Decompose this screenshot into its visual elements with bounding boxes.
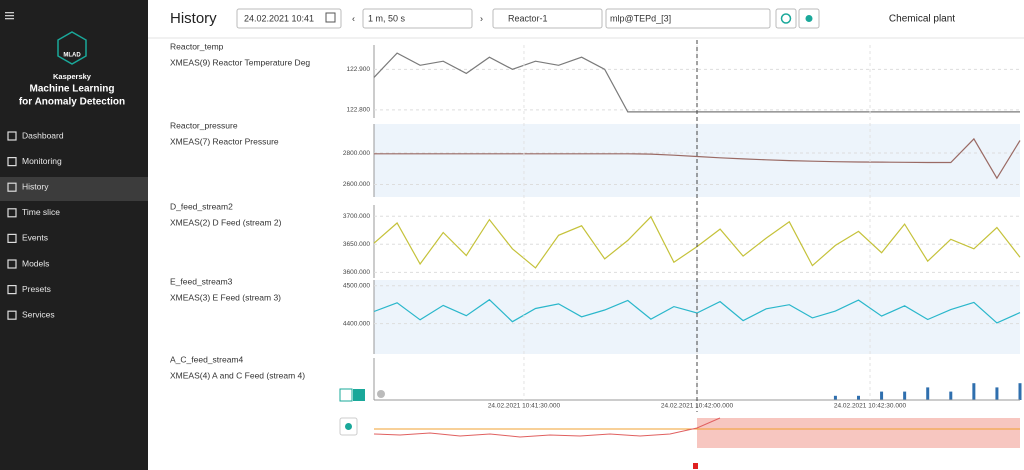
- x-tick-label: 24.02.2021 10:41:30.000: [488, 403, 561, 410]
- refresh-icon: [780, 13, 792, 24]
- page-title: History: [170, 10, 217, 27]
- y-tick-label: 122.800: [347, 107, 371, 114]
- menu-label: Dashboard: [22, 130, 64, 140]
- y-tick-label: 3650.000: [343, 241, 370, 248]
- series-desc: XMEAS(2) D Feed (stream 2): [170, 217, 282, 227]
- menu-label: Services: [22, 309, 55, 319]
- menu-item[interactable]: Time slice: [7, 207, 60, 218]
- menu-icon: [7, 208, 17, 218]
- series-bar: [903, 391, 907, 400]
- list-button[interactable]: [353, 389, 365, 401]
- series-name: D_feed_stream2: [170, 201, 233, 211]
- menu-icon: [7, 233, 17, 243]
- menu-icon: [7, 259, 17, 269]
- logo: [57, 31, 87, 65]
- menu-item[interactable]: Events: [7, 233, 48, 243]
- series-desc: XMEAS(3) E Feed (stream 3): [170, 292, 281, 302]
- menu-icon: [7, 285, 17, 295]
- series-bar: [833, 395, 837, 400]
- charts: Reactor_temp XMEAS(9) Reactor Temperature…: [170, 40, 1022, 412]
- date-value: 24.02.2021 10:41: [244, 13, 314, 23]
- menu-label: Time slice: [22, 207, 60, 217]
- menu-icon: [7, 310, 17, 320]
- series-desc: XMEAS(9) Reactor Temperature Deg: [170, 57, 310, 67]
- y-tick-label: 2800.000: [343, 150, 370, 157]
- pin-button[interactable]: [339, 388, 353, 402]
- period-select[interactable]: [362, 8, 473, 29]
- menu-label: Events: [22, 233, 48, 243]
- settings-icon: [805, 15, 813, 22]
- series-name: Reactor_temp: [170, 41, 224, 51]
- series-bar: [949, 391, 953, 400]
- navigator: [373, 417, 1020, 448]
- nav-anomaly: [697, 418, 1020, 448]
- menu-icon: [7, 182, 17, 192]
- y-tick-label: 2600.000: [343, 181, 370, 188]
- menu-toggle[interactable]: [5, 12, 14, 20]
- model-value: mlp@TEPd_[3]: [610, 13, 671, 23]
- asset-select[interactable]: [492, 8, 603, 29]
- menu-item[interactable]: Models: [7, 258, 49, 269]
- series-name: E_feed_stream3: [170, 276, 233, 286]
- menu-icon: [7, 157, 17, 167]
- menu-label: Presets: [22, 284, 51, 294]
- y-tick-label: 122.900: [347, 66, 371, 73]
- series-name: Reactor_pressure: [170, 120, 238, 130]
- y-tick-label: 4400.000: [343, 320, 370, 327]
- menu-active: [0, 177, 148, 201]
- menu-icon: [7, 131, 17, 141]
- refresh-button[interactable]: [775, 8, 797, 29]
- menu-item[interactable]: Dashboard: [7, 130, 64, 141]
- y-tick-label: 3700.000: [343, 213, 370, 220]
- series-name: A_C_feed_stream4: [170, 354, 244, 364]
- series-bar: [857, 395, 860, 400]
- menu-item[interactable]: Services: [7, 309, 55, 320]
- series-bar: [926, 387, 930, 400]
- period-value: 1 m, 50 s: [368, 13, 406, 23]
- product: for Anomaly Detection: [19, 97, 125, 108]
- series-bar: [880, 391, 884, 400]
- nav-settings-icon: [345, 423, 352, 430]
- menu-label: History: [22, 181, 49, 191]
- series-bar: [1018, 383, 1022, 400]
- series-bar: [995, 387, 999, 400]
- series-desc: XMEAS(7) Reactor Pressure: [170, 136, 279, 146]
- asset-value: Reactor-1: [508, 13, 548, 23]
- date-input[interactable]: [236, 8, 342, 29]
- calendar-icon[interactable]: [325, 12, 336, 23]
- menu-item[interactable]: History: [7, 181, 49, 192]
- y-tick-label: 3600.000: [343, 269, 370, 276]
- x-tick-label: 24.02.2021 10:42:30.000: [834, 403, 907, 410]
- next[interactable]: ›: [480, 13, 483, 23]
- event-marker: [693, 463, 698, 469]
- model-select[interactable]: [605, 8, 771, 29]
- product: Machine Learning: [29, 84, 114, 95]
- logo-text: MLAD: [63, 53, 81, 59]
- menu-item[interactable]: Monitoring: [7, 156, 62, 167]
- menu-item[interactable]: Presets: [7, 284, 51, 295]
- menu-label: Monitoring: [22, 156, 62, 166]
- y-tick-label: 4500.000: [343, 282, 370, 289]
- menu-label: Models: [22, 258, 49, 268]
- series-bar: [972, 383, 976, 400]
- series-line: [374, 137, 1021, 180]
- sidebar: [0, 0, 148, 470]
- nav-score: [373, 417, 721, 438]
- series-desc: XMEAS(4) A and C Feed (stream 4): [170, 370, 305, 380]
- reset-icon[interactable]: [377, 390, 385, 398]
- brand: Kaspersky: [53, 72, 92, 81]
- prev[interactable]: ‹: [352, 13, 355, 23]
- menu: Dashboard Monitoring History Time slice Even…: [7, 130, 64, 320]
- site-name: Chemical plant: [889, 14, 955, 25]
